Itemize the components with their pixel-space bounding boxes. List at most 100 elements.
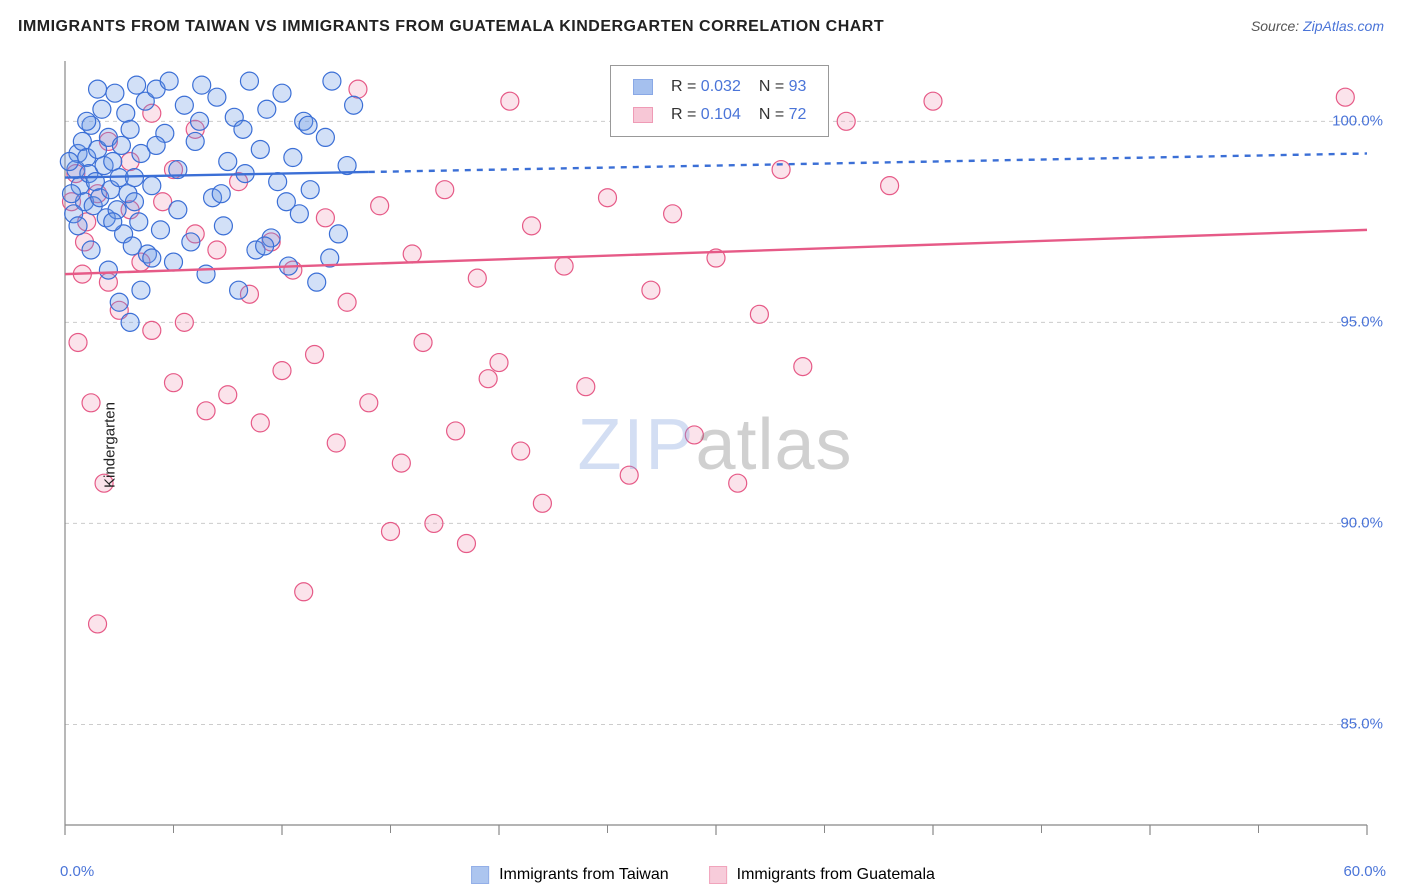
legend-swatch — [709, 866, 727, 884]
data-point — [308, 273, 326, 291]
data-point — [512, 442, 530, 460]
data-point — [881, 177, 899, 195]
data-point — [112, 136, 130, 154]
data-point — [125, 193, 143, 211]
data-point — [1336, 88, 1354, 106]
data-point — [403, 245, 421, 263]
legend-n-label: N = — [759, 106, 789, 123]
data-point — [664, 205, 682, 223]
data-point — [371, 197, 389, 215]
data-point — [147, 136, 165, 154]
data-point — [479, 370, 497, 388]
y-axis-label: Kindergarten — [101, 402, 118, 488]
data-point — [69, 333, 87, 351]
data-point — [234, 120, 252, 138]
data-point — [269, 173, 287, 191]
data-point — [338, 293, 356, 311]
data-point — [316, 128, 334, 146]
data-point — [392, 454, 410, 472]
data-point — [329, 225, 347, 243]
data-point — [642, 281, 660, 299]
data-point — [533, 494, 551, 512]
data-point — [212, 185, 230, 203]
data-point — [457, 535, 475, 553]
data-point — [151, 221, 169, 239]
data-point — [794, 358, 812, 376]
data-point — [251, 414, 269, 432]
data-point — [382, 522, 400, 540]
data-point — [78, 112, 96, 130]
legend-swatch — [471, 866, 489, 884]
chart-title: IMMIGRANTS FROM TAIWAN VS IMMIGRANTS FRO… — [18, 18, 884, 36]
y-tick-label: 100.0% — [1332, 113, 1383, 130]
data-point — [165, 374, 183, 392]
data-point — [577, 378, 595, 396]
data-point — [273, 362, 291, 380]
legend-r-label: R = — [671, 78, 701, 95]
data-point — [82, 241, 100, 259]
data-point — [110, 293, 128, 311]
data-point — [121, 120, 139, 138]
data-point — [277, 193, 295, 211]
data-point — [121, 313, 139, 331]
legend-n-value: 72 — [789, 106, 807, 123]
y-tick-label: 85.0% — [1340, 716, 1383, 733]
legend-label: Immigrants from Guatemala — [737, 866, 935, 884]
data-point — [197, 265, 215, 283]
legend-swatch — [633, 107, 653, 123]
data-point — [414, 333, 432, 351]
source-label: Source: — [1251, 18, 1303, 34]
x-axis-max-label: 60.0% — [1343, 863, 1386, 880]
chart-svg — [55, 55, 1375, 835]
data-point — [490, 354, 508, 372]
trend-line-dashed — [369, 153, 1367, 171]
data-point — [750, 305, 768, 323]
data-point — [197, 402, 215, 420]
data-point — [93, 100, 111, 118]
data-point — [104, 213, 122, 231]
data-point — [117, 104, 135, 122]
data-point — [468, 269, 486, 287]
data-point — [219, 153, 237, 171]
data-point — [208, 241, 226, 259]
data-point — [425, 514, 443, 532]
data-point — [208, 88, 226, 106]
legend-item: Immigrants from Guatemala — [709, 866, 935, 884]
data-point — [89, 615, 107, 633]
legend-r-value: 0.032 — [701, 78, 741, 95]
data-point — [106, 84, 124, 102]
data-point — [214, 217, 232, 235]
source-credit: Source: ZipAtlas.com — [1251, 18, 1384, 34]
data-point — [447, 422, 465, 440]
data-point — [273, 84, 291, 102]
legend-r-value: 0.104 — [701, 106, 741, 123]
data-point — [132, 281, 150, 299]
data-point — [165, 253, 183, 271]
data-point — [99, 261, 117, 279]
data-point — [82, 394, 100, 412]
data-point — [555, 257, 573, 275]
x-axis-min-label: 0.0% — [60, 863, 94, 880]
data-point — [182, 233, 200, 251]
data-point — [284, 149, 302, 167]
data-point — [251, 140, 269, 158]
data-point — [323, 72, 341, 90]
data-point — [258, 100, 276, 118]
data-point — [256, 237, 274, 255]
source-link[interactable]: ZipAtlas.com — [1303, 18, 1384, 34]
data-point — [436, 181, 454, 199]
data-point — [69, 217, 87, 235]
legend-n-label: N = — [759, 78, 789, 95]
data-point — [306, 346, 324, 364]
data-point — [685, 426, 703, 444]
data-point — [599, 189, 617, 207]
data-point — [360, 394, 378, 412]
data-point — [130, 213, 148, 231]
y-tick-label: 95.0% — [1340, 314, 1383, 331]
data-point — [230, 281, 248, 299]
data-point — [89, 80, 107, 98]
data-point — [523, 217, 541, 235]
data-point — [143, 321, 161, 339]
data-point — [191, 112, 209, 130]
data-point — [193, 76, 211, 94]
